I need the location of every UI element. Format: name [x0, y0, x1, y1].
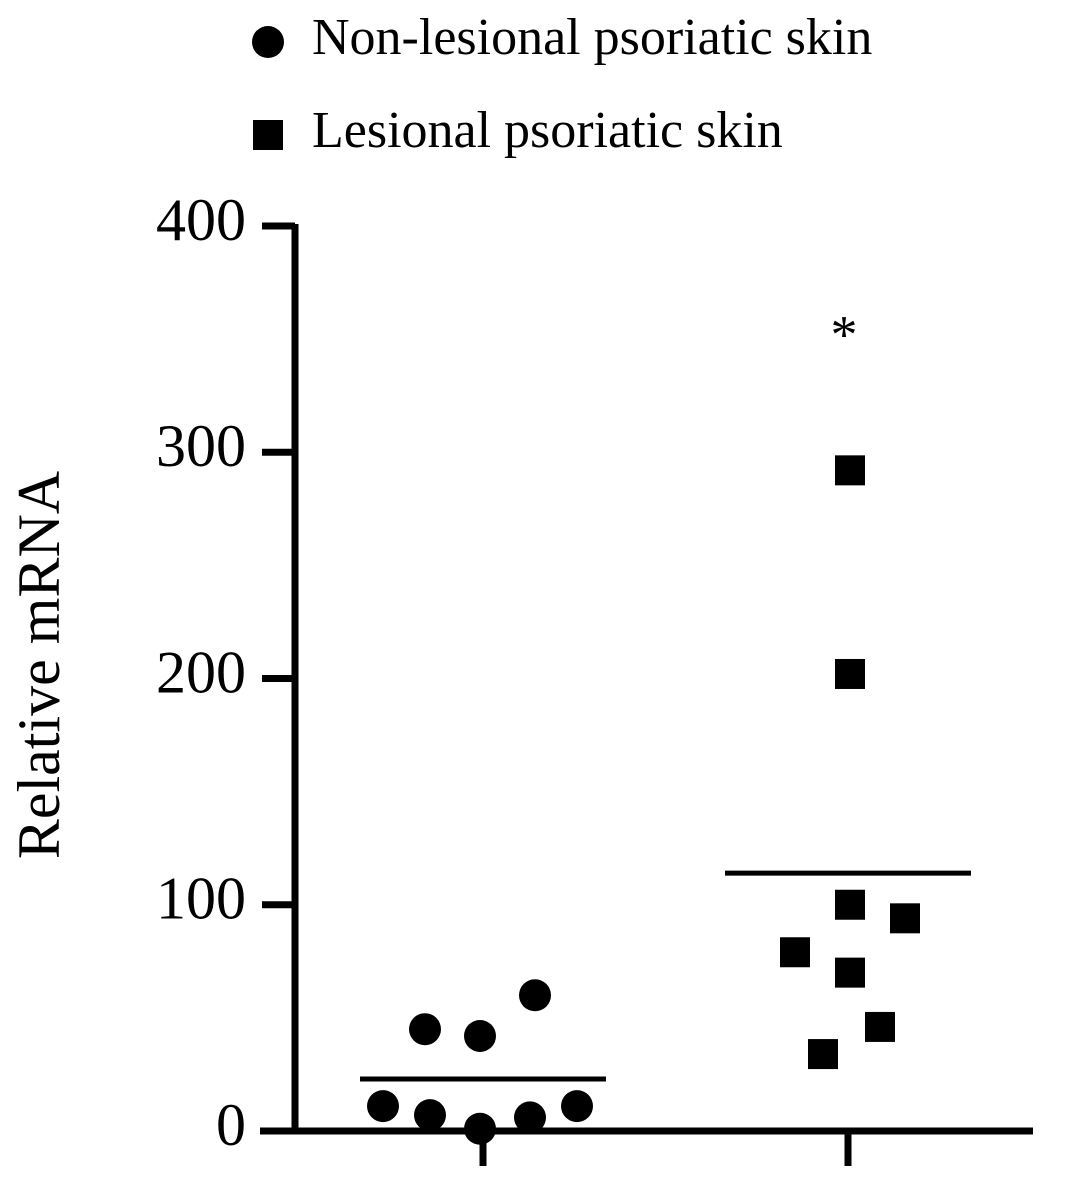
data-point — [367, 1090, 399, 1123]
legend-label: Lesional psoriatic skin — [312, 102, 783, 159]
data-point — [808, 1039, 838, 1070]
data-point — [835, 658, 865, 689]
data-point — [414, 1099, 446, 1132]
data-point — [865, 1011, 895, 1042]
data-point — [890, 903, 920, 934]
y-tick-label: 100 — [156, 866, 246, 932]
legend-label: Non-lesional psoriatic skin — [312, 9, 872, 66]
data-point — [835, 455, 865, 486]
data-point — [780, 937, 810, 968]
legend-marker — [253, 120, 283, 150]
data-point — [835, 957, 865, 988]
y-tick-label: 300 — [156, 413, 246, 479]
data-point — [409, 1013, 441, 1046]
legend-marker — [252, 26, 284, 58]
data-point — [519, 979, 551, 1012]
data-point — [514, 1101, 546, 1134]
data-point — [464, 1112, 496, 1145]
y-axis-label: Relative mRNA — [6, 471, 72, 859]
data-point — [464, 1019, 496, 1052]
y-tick-label: 200 — [156, 639, 246, 705]
y-tick-label: 0 — [216, 1092, 246, 1158]
data-point — [561, 1090, 593, 1123]
annotation: * — [831, 305, 858, 365]
y-tick-label: 400 — [156, 187, 246, 253]
data-point — [835, 889, 865, 920]
